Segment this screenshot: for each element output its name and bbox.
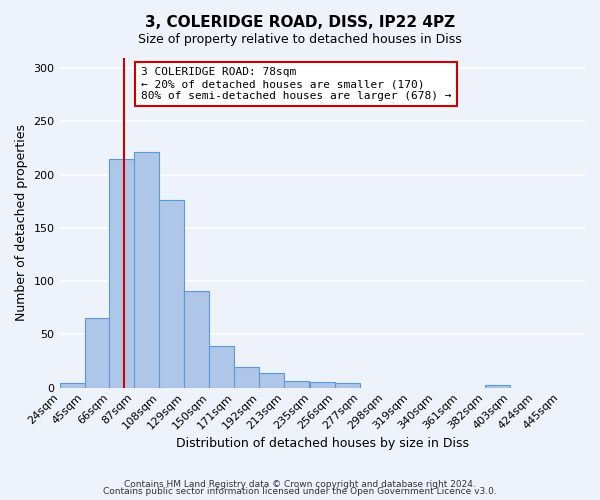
Bar <box>485 386 510 388</box>
Bar <box>134 152 160 388</box>
Bar <box>109 158 134 388</box>
Bar <box>209 346 234 388</box>
Text: Size of property relative to detached houses in Diss: Size of property relative to detached ho… <box>138 32 462 46</box>
Bar <box>85 318 109 388</box>
Bar <box>59 384 85 388</box>
Bar <box>184 290 209 388</box>
Bar <box>234 368 259 388</box>
Y-axis label: Number of detached properties: Number of detached properties <box>15 124 28 321</box>
Bar <box>259 372 284 388</box>
Text: Contains HM Land Registry data © Crown copyright and database right 2024.: Contains HM Land Registry data © Crown c… <box>124 480 476 489</box>
Bar <box>160 200 184 388</box>
Text: 3, COLERIDGE ROAD, DISS, IP22 4PZ: 3, COLERIDGE ROAD, DISS, IP22 4PZ <box>145 15 455 30</box>
Bar <box>284 381 309 388</box>
Bar <box>310 382 335 388</box>
X-axis label: Distribution of detached houses by size in Diss: Distribution of detached houses by size … <box>176 437 469 450</box>
Text: 3 COLERIDGE ROAD: 78sqm
← 20% of detached houses are smaller (170)
80% of semi-d: 3 COLERIDGE ROAD: 78sqm ← 20% of detache… <box>141 68 451 100</box>
Text: Contains public sector information licensed under the Open Government Licence v3: Contains public sector information licen… <box>103 488 497 496</box>
Bar <box>335 384 361 388</box>
